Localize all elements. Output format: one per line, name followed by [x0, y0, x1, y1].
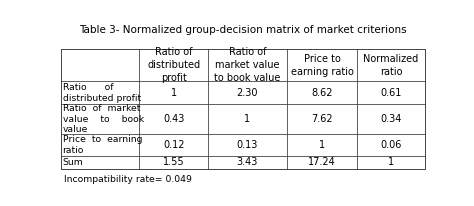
- Text: 1: 1: [319, 140, 325, 150]
- Text: 1: 1: [388, 157, 394, 167]
- Text: Price to
earning ratio: Price to earning ratio: [291, 54, 354, 77]
- Text: 0.12: 0.12: [163, 140, 184, 150]
- Text: 0.34: 0.34: [381, 114, 402, 124]
- Bar: [61, 49, 425, 169]
- Text: 3.43: 3.43: [237, 157, 258, 167]
- Text: 8.62: 8.62: [311, 88, 333, 98]
- Text: 17.24: 17.24: [308, 157, 336, 167]
- Text: 0.13: 0.13: [237, 140, 258, 150]
- Text: 1: 1: [171, 88, 177, 98]
- Text: Price  to  earning
ratio: Price to earning ratio: [63, 135, 142, 154]
- Text: 0.06: 0.06: [381, 140, 402, 150]
- Text: Ratio of
market value
to book value: Ratio of market value to book value: [214, 48, 281, 83]
- Text: 7.62: 7.62: [311, 114, 333, 124]
- Text: Normalized
ratio: Normalized ratio: [364, 54, 419, 77]
- Text: 1.55: 1.55: [163, 157, 185, 167]
- Text: Ratio  of  market
value    to    book
value: Ratio of market value to book value: [63, 104, 144, 134]
- Text: Ratio      of
distributed profit: Ratio of distributed profit: [63, 83, 141, 103]
- Text: 0.61: 0.61: [381, 88, 402, 98]
- Text: 1: 1: [245, 114, 251, 124]
- Text: Table 3- Normalized group-decision matrix of market criterions: Table 3- Normalized group-decision matri…: [79, 25, 407, 35]
- Text: 2.30: 2.30: [237, 88, 258, 98]
- Text: 0.43: 0.43: [163, 114, 184, 124]
- Text: Ratio of
distributed
profit: Ratio of distributed profit: [147, 48, 201, 83]
- Text: Incompatibility rate= 0.049: Incompatibility rate= 0.049: [64, 175, 192, 184]
- Text: Sum: Sum: [63, 158, 83, 167]
